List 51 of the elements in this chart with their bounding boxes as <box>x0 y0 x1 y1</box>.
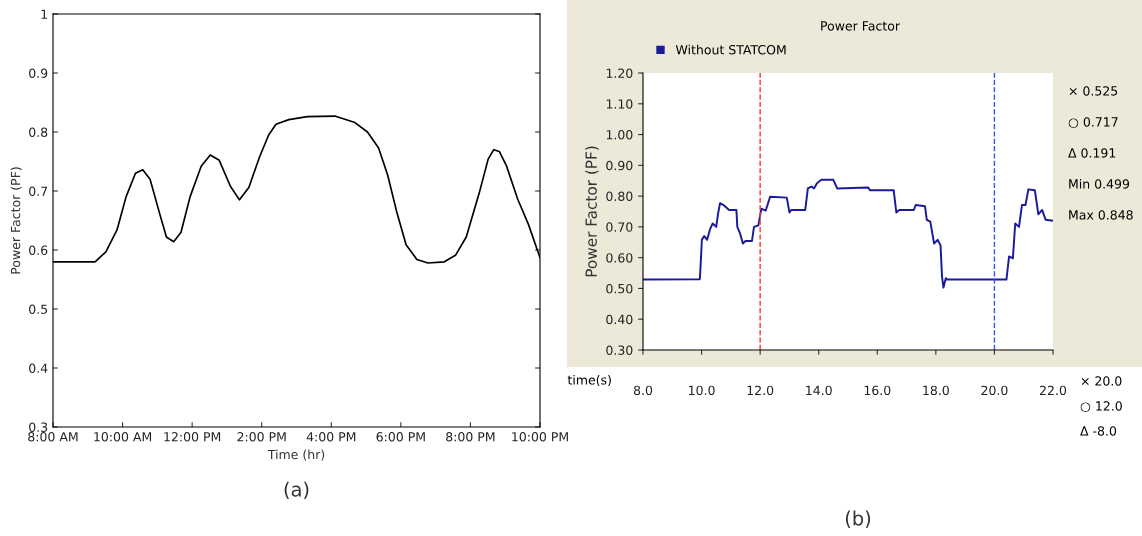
text: (b) <box>845 510 871 528</box>
y-tick-label: 1.10 <box>606 99 633 109</box>
y-tick-label: 0.40 <box>606 314 633 325</box>
y-tick-label: 0.70 <box>606 222 633 232</box>
x-tick-label: 8:00 AM <box>28 432 78 442</box>
x-tick-label: 12:00 PM <box>164 432 221 442</box>
x-axis-title: time(s) <box>567 374 611 387</box>
legend-label: Without STATCOM <box>675 44 786 55</box>
text: ○ 12.0 <box>1080 401 1122 413</box>
line-series <box>643 178 1053 289</box>
x-tick-label: 18.0 <box>923 385 949 396</box>
x-tick-label: 16.0 <box>864 385 891 396</box>
x-tick-label: 10:00 PM <box>512 432 568 442</box>
y-tick-label: 1 <box>41 9 47 19</box>
y-tick-label: 0.5 <box>29 304 48 314</box>
text: Δ 0.191 <box>1068 148 1116 158</box>
y-tick-label: 0.4 <box>29 363 48 373</box>
text: ○ 0.717 <box>1068 117 1118 129</box>
x-tick-label: 2:00 PM <box>237 432 286 442</box>
x-tick-label: 10.0 <box>689 385 715 396</box>
y-tick-label: 0.9 <box>29 68 48 78</box>
x-tick-label: 22.0 <box>1040 385 1067 396</box>
text: Max 0.848 <box>1069 210 1133 220</box>
x-axis-title: Time (hr) <box>267 449 325 461</box>
x-tick-label: 8:00 PM <box>446 432 495 442</box>
x-tick-label: 14.0 <box>806 385 832 396</box>
x-tick-label: 6:00 PM <box>376 432 425 442</box>
y-tick-label: 0.6 <box>29 245 48 255</box>
text: (a) <box>284 481 309 499</box>
y-tick-label: 0.80 <box>606 191 633 202</box>
x-tick-label: 4:00 PM <box>306 432 356 442</box>
y-tick-label: 0.3 <box>29 422 48 432</box>
y-tick-label: 0.50 <box>606 283 633 294</box>
y-tick-label: 0.60 <box>606 253 633 263</box>
y-tick-label: 0.30 <box>606 345 633 355</box>
text: Min 0.499 <box>1069 178 1130 189</box>
x-tick-label: 8.0 <box>633 385 653 396</box>
y-tick-label: 0.8 <box>29 127 48 137</box>
y-tick-label: 0.90 <box>606 160 633 171</box>
y-tick-label: 0.7 <box>29 186 48 196</box>
y-tick-label: 1.20 <box>606 68 633 78</box>
y-axis-title: Power Factor (PF) <box>585 146 599 277</box>
y-axis-title: Power Factor (PF) <box>10 167 22 274</box>
chart-title: Power Factor <box>821 21 901 31</box>
text: Δ -8.0 <box>1080 426 1117 436</box>
text: × 20.0 <box>1081 376 1122 386</box>
x-tick-label: 20.0 <box>981 385 1008 396</box>
x-tick-label: 10:00 AM <box>94 432 152 442</box>
text: × 0.525 <box>1069 86 1118 96</box>
y-tick-label: 1.00 <box>606 130 633 140</box>
x-tick-label: 12.0 <box>747 385 774 396</box>
